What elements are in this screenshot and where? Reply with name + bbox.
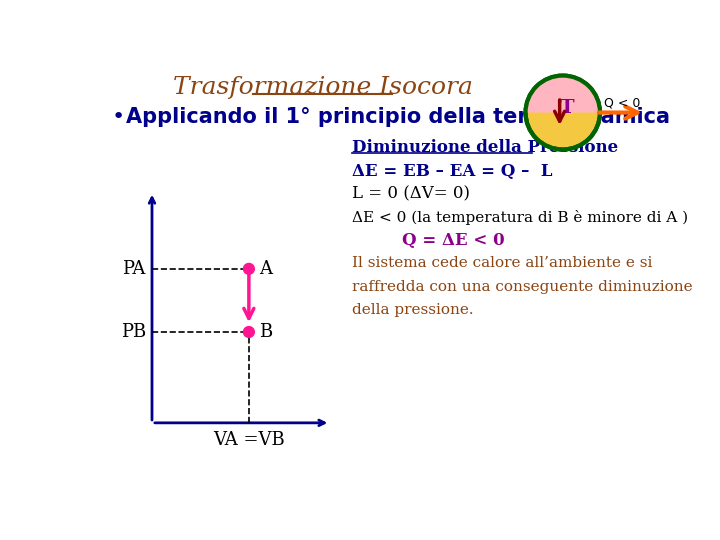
Circle shape bbox=[526, 76, 600, 150]
Text: raffredda con una conseguente diminuzione: raffredda con una conseguente diminuzion… bbox=[352, 280, 693, 294]
Text: L = 0 (ΔV= 0): L = 0 (ΔV= 0) bbox=[352, 186, 470, 202]
Text: PB: PB bbox=[120, 323, 145, 341]
Text: VA =VB: VA =VB bbox=[213, 431, 284, 449]
Text: Il sistema cede calore all’ambiente e si: Il sistema cede calore all’ambiente e si bbox=[352, 256, 652, 271]
Text: Q < 0: Q < 0 bbox=[604, 96, 640, 109]
Text: A: A bbox=[259, 260, 272, 278]
Text: T: T bbox=[560, 99, 575, 117]
Circle shape bbox=[243, 327, 254, 338]
Text: Applicando il 1° principio della termodinamica: Applicando il 1° principio della termodi… bbox=[126, 107, 670, 127]
Text: Trasformazione Isocora: Trasformazione Isocora bbox=[173, 76, 472, 99]
Text: Q = ΔE < 0: Q = ΔE < 0 bbox=[402, 232, 505, 249]
Text: PA: PA bbox=[122, 260, 145, 278]
Text: Diminuzione della Pressione: Diminuzione della Pressione bbox=[352, 139, 618, 157]
Wedge shape bbox=[526, 76, 600, 112]
Text: •: • bbox=[112, 107, 125, 127]
Text: ΔE = EB – EA = Q –  L: ΔE = EB – EA = Q – L bbox=[352, 163, 552, 180]
Circle shape bbox=[243, 264, 254, 274]
Text: della pressione.: della pressione. bbox=[352, 302, 474, 316]
Text: ΔE < 0 (la temperatura di B è minore di A ): ΔE < 0 (la temperatura di B è minore di … bbox=[352, 210, 688, 225]
Text: B: B bbox=[259, 323, 272, 341]
